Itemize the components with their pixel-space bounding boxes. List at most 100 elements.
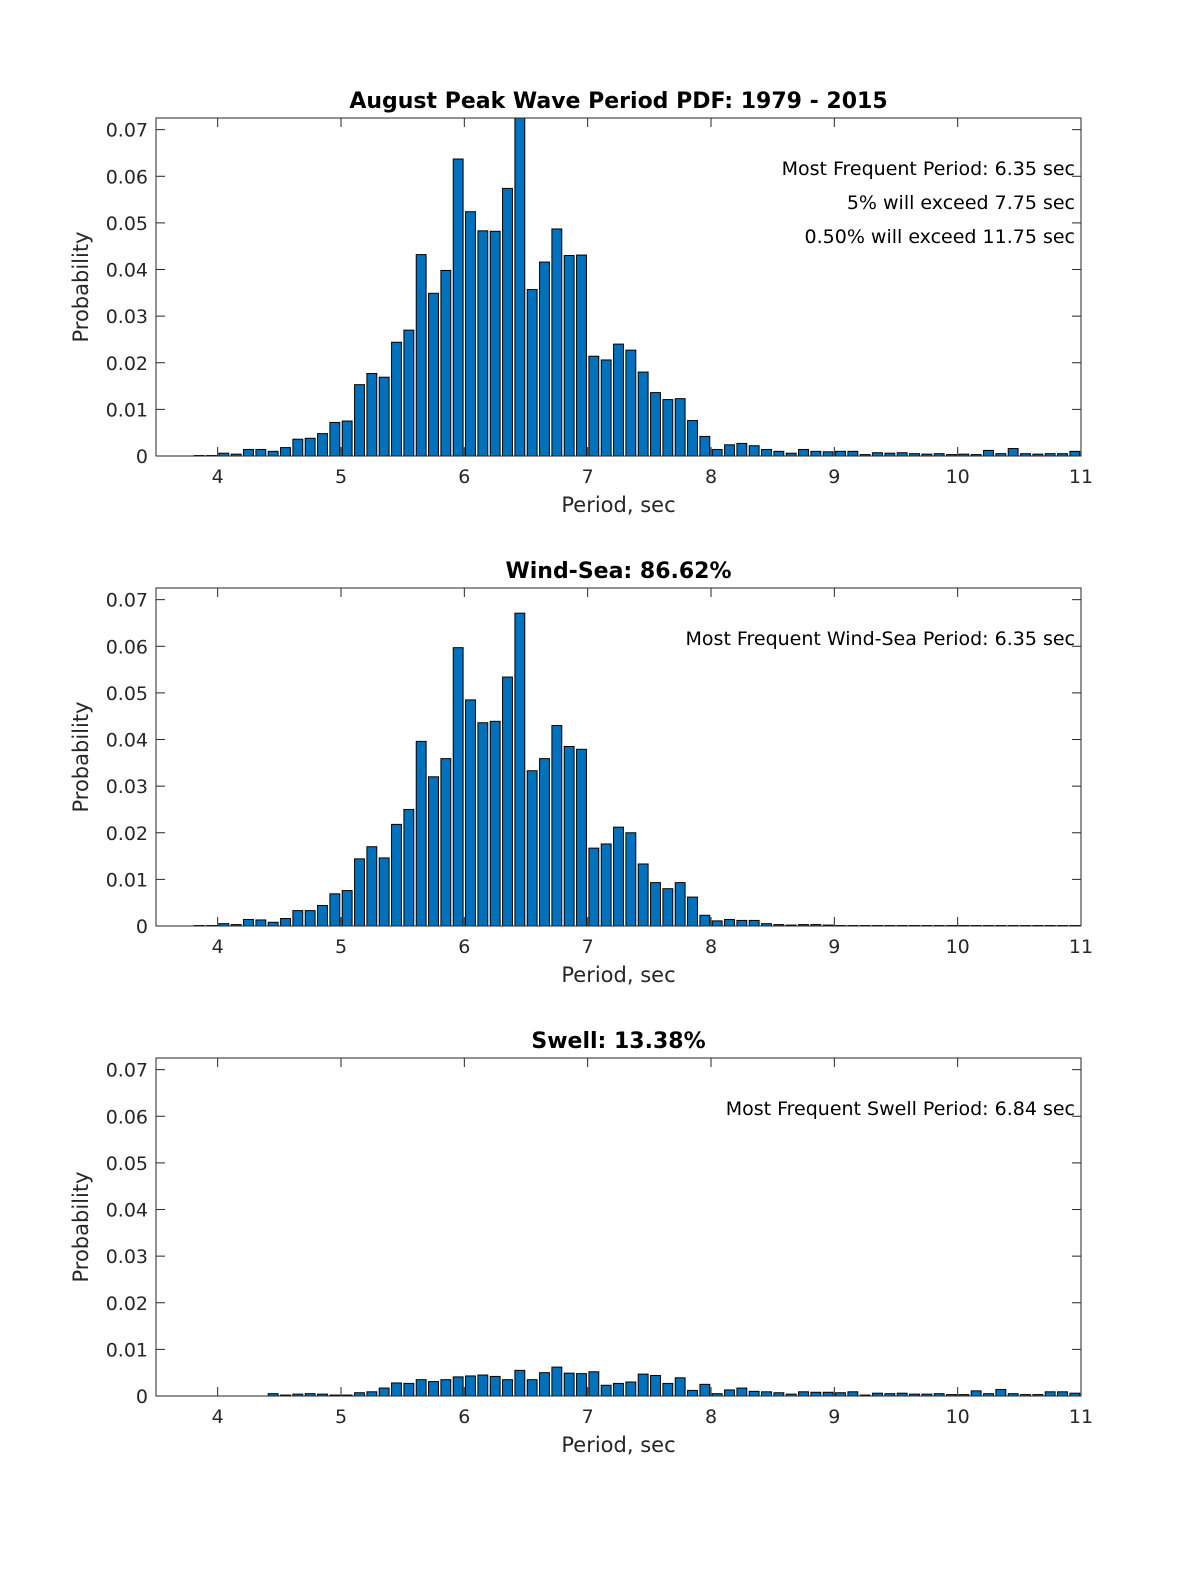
bar [391, 1382, 402, 1397]
bar [761, 1391, 772, 1397]
bar [699, 914, 711, 927]
bar [699, 435, 711, 457]
bar [983, 449, 994, 457]
bar [736, 442, 748, 457]
bar [243, 448, 254, 457]
bar [613, 1382, 624, 1397]
axes-frame [155, 587, 1082, 927]
y-tick-label: 0.01 [106, 399, 148, 421]
y-tick-label: 0 [136, 1386, 148, 1408]
bar [687, 896, 698, 927]
bar [391, 341, 402, 457]
bar [650, 392, 661, 457]
bar [687, 1389, 698, 1397]
bar [600, 843, 612, 927]
bar [1044, 1391, 1056, 1397]
x-tick-label: 9 [828, 466, 840, 488]
x-tick-label: 6 [458, 936, 470, 958]
axes-frame [155, 117, 1082, 457]
bar [637, 1373, 649, 1397]
bar [970, 1390, 982, 1397]
x-tick-label: 4 [212, 466, 224, 488]
bar [267, 450, 279, 457]
bar [822, 1391, 834, 1397]
bar [354, 858, 365, 927]
axes-frame [155, 1057, 1082, 1397]
y-tick-label: 0.04 [106, 1200, 148, 1222]
annotation-text: 0.50% will exceed 11.75 sec [805, 226, 1075, 248]
x-tick-label: 4 [212, 1406, 224, 1428]
bar [514, 612, 526, 927]
bar [255, 448, 267, 457]
bar [798, 1391, 809, 1397]
bar [1069, 450, 1081, 457]
bar [354, 384, 365, 457]
chart-title: Swell: 13.38% [531, 1029, 705, 1054]
y-tick-label: 0.04 [106, 730, 148, 752]
bar [489, 1375, 501, 1397]
chart-title: Wind-Sea: 86.62% [505, 559, 731, 584]
bar [317, 904, 328, 927]
bar [366, 372, 378, 457]
bar [378, 1387, 390, 1397]
y-tick-label: 0 [136, 916, 148, 938]
bar [317, 433, 328, 457]
bar [440, 1379, 452, 1397]
bar [724, 918, 735, 927]
y-tick-label: 0.03 [106, 776, 148, 798]
bar [440, 269, 452, 457]
bar [600, 359, 612, 457]
bar [736, 1387, 748, 1397]
x-tick-label: 11 [1069, 936, 1093, 958]
bar [452, 158, 464, 457]
x-tick-label: 10 [946, 936, 970, 958]
bar [847, 450, 859, 457]
bar [613, 343, 624, 457]
bar [810, 450, 822, 457]
chart-title: August Peak Wave Period PDF: 1979 - 2015 [349, 89, 887, 114]
x-tick-label: 5 [335, 1406, 347, 1428]
bar [403, 808, 415, 927]
bar [280, 918, 291, 927]
bar [243, 918, 254, 927]
y-axis-label: Probability [69, 701, 93, 812]
bar [329, 421, 341, 457]
y-tick-label: 0.05 [106, 213, 148, 235]
y-tick-label: 0 [136, 446, 148, 468]
bar [563, 1372, 575, 1397]
bar [576, 748, 587, 927]
bar [576, 254, 587, 457]
bar [625, 349, 637, 457]
bar [588, 355, 600, 457]
bar [539, 1372, 550, 1397]
bar [650, 882, 661, 927]
bar [1057, 1391, 1068, 1397]
bar [477, 1374, 489, 1397]
bar [576, 1373, 587, 1397]
bar [995, 1388, 1007, 1397]
y-tick-label: 0.01 [106, 1339, 148, 1361]
bar [662, 888, 674, 927]
y-tick-label: 0.07 [106, 1060, 148, 1082]
x-tick-label: 8 [705, 1406, 717, 1428]
bar [477, 722, 489, 927]
chart-panel-3: 4 5 6 7 8 9 10 11 0 0.01 0.02 0.03 0.04 0.05 0.06 0.07 S… [69, 1029, 1093, 1457]
bar [329, 893, 341, 927]
bar [366, 1391, 378, 1397]
bar [748, 1390, 760, 1397]
bar [736, 919, 748, 927]
x-tick-label: 7 [582, 1406, 594, 1428]
bar [391, 823, 402, 927]
bar [440, 758, 452, 927]
bar [662, 399, 674, 457]
bar [280, 447, 291, 457]
bar [403, 1382, 415, 1397]
bar [637, 863, 649, 927]
bar [502, 187, 513, 457]
y-tick-label: 0.07 [106, 590, 148, 612]
bar [687, 420, 698, 457]
y-axis-label: Probability [69, 231, 93, 342]
bar [428, 292, 439, 457]
bar [563, 746, 575, 927]
